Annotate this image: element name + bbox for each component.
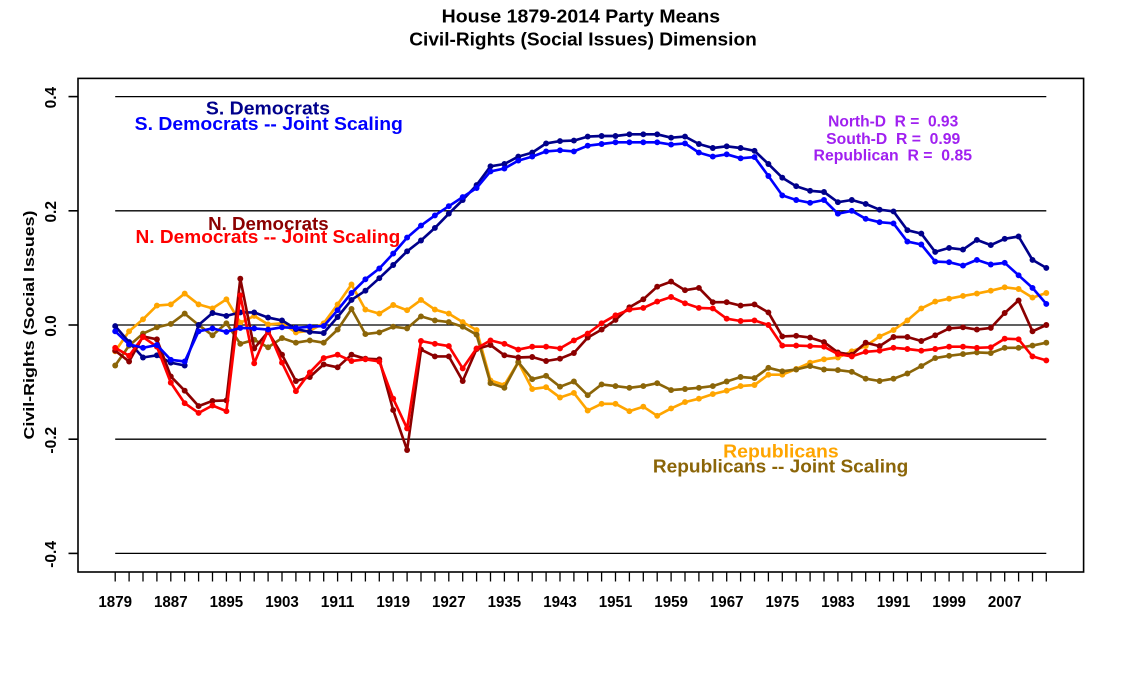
svg-text:1895: 1895 <box>210 594 244 611</box>
svg-text:1999: 1999 <box>932 594 966 611</box>
svg-text:Republicans: Republicans <box>723 441 839 461</box>
svg-text:S. Democrats -- Joint Scaling: S. Democrats -- Joint Scaling <box>135 114 403 134</box>
svg-text:N. Democrats -- Joint Scaling: N. Democrats -- Joint Scaling <box>136 227 401 247</box>
svg-text:0.2: 0.2 <box>43 201 60 223</box>
svg-text:S. Democrats: S. Democrats <box>206 99 330 119</box>
svg-text:1943: 1943 <box>543 594 577 611</box>
svg-text:Civil-Rights (Social Issues): Civil-Rights (Social Issues) <box>21 210 38 439</box>
svg-text:South-D R = 0.99: South-D R = 0.99 <box>826 131 960 148</box>
svg-text:1975: 1975 <box>766 594 800 611</box>
svg-text:1959: 1959 <box>654 594 688 611</box>
svg-text:1903: 1903 <box>265 594 299 611</box>
svg-text:1935: 1935 <box>488 594 522 611</box>
svg-text:-0.4: -0.4 <box>43 541 60 568</box>
svg-text:N. Democrats: N. Democrats <box>208 214 329 234</box>
svg-text:1967: 1967 <box>710 594 744 611</box>
svg-text:1919: 1919 <box>376 594 410 611</box>
svg-text:1887: 1887 <box>154 594 188 611</box>
svg-text:North-D R = 0.93: North-D R = 0.93 <box>828 113 958 130</box>
svg-text:0.0: 0.0 <box>43 315 60 337</box>
svg-text:1911: 1911 <box>321 594 355 611</box>
svg-text:0.4: 0.4 <box>43 87 60 109</box>
svg-text:1991: 1991 <box>877 594 911 611</box>
svg-text:1879: 1879 <box>98 594 132 611</box>
svg-text:House 1879-2014 Party Means: House 1879-2014 Party Means <box>442 5 720 26</box>
svg-text:2007: 2007 <box>988 594 1022 611</box>
svg-text:1983: 1983 <box>821 594 855 611</box>
svg-text:1927: 1927 <box>432 594 466 611</box>
svg-text:Republicans -- Joint Scaling: Republicans -- Joint Scaling <box>653 457 908 477</box>
svg-text:Civil-Rights (Social Issues) D: Civil-Rights (Social Issues) Dimension <box>409 29 757 50</box>
svg-text:Republican R = 0.85: Republican R = 0.85 <box>814 148 973 165</box>
svg-text:-0.2: -0.2 <box>43 427 60 454</box>
svg-text:1951: 1951 <box>599 594 633 611</box>
